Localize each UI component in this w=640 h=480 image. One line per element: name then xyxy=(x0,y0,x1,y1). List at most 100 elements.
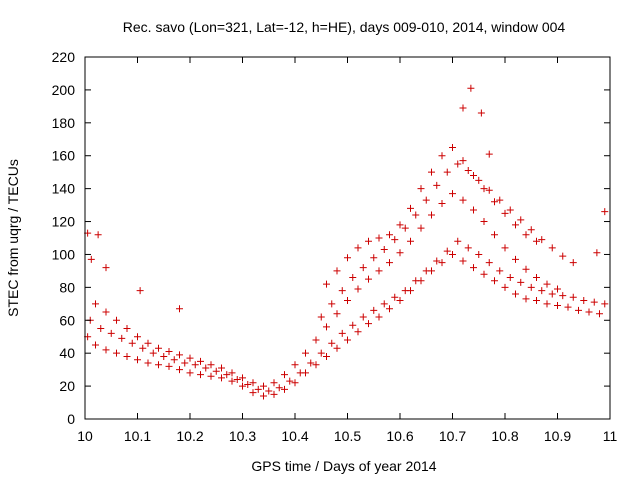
data-point xyxy=(139,344,147,352)
data-point xyxy=(312,361,320,369)
data-point xyxy=(128,339,136,347)
data-point xyxy=(136,287,144,295)
data-point xyxy=(160,352,168,360)
data-point xyxy=(291,379,299,387)
data-point xyxy=(102,264,110,272)
data-point xyxy=(517,278,525,286)
x-tick-label: 10.4 xyxy=(281,428,308,444)
y-tick-label: 200 xyxy=(52,82,76,98)
data-point xyxy=(344,336,351,344)
data-point xyxy=(317,349,325,357)
data-point xyxy=(538,236,546,244)
data-point xyxy=(349,273,357,281)
data-point xyxy=(480,185,488,193)
data-point xyxy=(593,249,601,257)
data-point xyxy=(480,270,488,278)
data-point xyxy=(601,208,609,216)
x-tick-label: 10.7 xyxy=(439,428,466,444)
data-point xyxy=(459,104,467,112)
x-tick-label: 10.1 xyxy=(124,428,151,444)
data-point xyxy=(317,313,325,321)
data-point xyxy=(165,348,173,356)
data-point xyxy=(323,280,330,288)
data-point xyxy=(181,359,189,367)
data-points xyxy=(84,84,609,400)
data-point xyxy=(477,109,485,117)
data-point xyxy=(94,231,102,239)
data-point xyxy=(417,224,425,232)
data-point xyxy=(270,390,278,398)
data-point xyxy=(123,325,131,332)
data-point xyxy=(328,339,336,347)
data-point xyxy=(527,226,535,234)
data-point xyxy=(186,354,194,362)
data-point xyxy=(554,285,561,293)
data-point xyxy=(491,277,498,285)
y-axis-label: STEC from uqrg / TECUs xyxy=(5,159,21,317)
data-point xyxy=(275,384,283,392)
y-axis: 0 20 40 60 80 100 120 140 160 180 200 220 xyxy=(52,49,610,427)
data-point xyxy=(475,250,483,258)
data-point xyxy=(365,237,372,245)
data-point xyxy=(296,369,304,377)
data-point xyxy=(134,356,141,364)
data-point xyxy=(349,321,357,329)
data-point xyxy=(323,323,330,331)
data-point xyxy=(485,259,493,267)
data-point xyxy=(496,267,504,275)
data-point xyxy=(97,325,105,332)
x-axis-label: GPS time / Days of year 2014 xyxy=(251,458,436,474)
data-point xyxy=(422,267,430,275)
data-point xyxy=(333,310,341,318)
data-point xyxy=(569,259,577,267)
data-point xyxy=(543,280,551,288)
data-point xyxy=(155,361,162,369)
data-point xyxy=(501,209,509,217)
data-point xyxy=(464,244,472,252)
y-tick-label: 40 xyxy=(59,345,75,361)
data-point xyxy=(459,157,467,165)
data-point xyxy=(228,377,236,385)
data-point xyxy=(459,257,467,265)
data-point xyxy=(286,377,294,385)
data-point xyxy=(449,144,456,151)
data-point xyxy=(323,352,330,360)
data-point xyxy=(470,264,477,272)
data-point xyxy=(281,371,288,379)
data-point xyxy=(365,275,372,283)
data-point xyxy=(354,285,362,293)
data-point xyxy=(559,292,567,300)
data-point xyxy=(212,367,220,375)
data-point xyxy=(270,379,278,387)
data-point xyxy=(359,313,367,321)
data-point xyxy=(386,259,393,267)
y-tick-label: 180 xyxy=(52,115,76,131)
data-point xyxy=(543,300,551,308)
x-tick-label: 11 xyxy=(603,428,618,444)
data-point xyxy=(207,372,215,380)
data-point xyxy=(412,211,420,219)
data-point xyxy=(391,293,399,301)
data-point xyxy=(501,244,509,252)
data-point xyxy=(307,359,315,367)
data-point xyxy=(559,252,567,260)
y-tick-label: 140 xyxy=(52,181,76,197)
data-point xyxy=(422,196,430,204)
data-point xyxy=(554,301,561,309)
data-point xyxy=(370,306,378,314)
data-point xyxy=(107,329,115,337)
data-point xyxy=(391,236,399,244)
data-point xyxy=(244,380,252,388)
y-tick-label: 100 xyxy=(52,246,76,262)
data-point xyxy=(344,254,351,262)
data-point xyxy=(176,351,183,359)
data-point xyxy=(428,168,435,176)
data-point xyxy=(312,336,320,344)
data-point xyxy=(144,359,152,367)
data-point xyxy=(338,329,346,337)
data-point xyxy=(202,364,210,372)
series-track-1 xyxy=(84,250,603,400)
data-point xyxy=(396,297,404,305)
data-point xyxy=(396,249,404,257)
